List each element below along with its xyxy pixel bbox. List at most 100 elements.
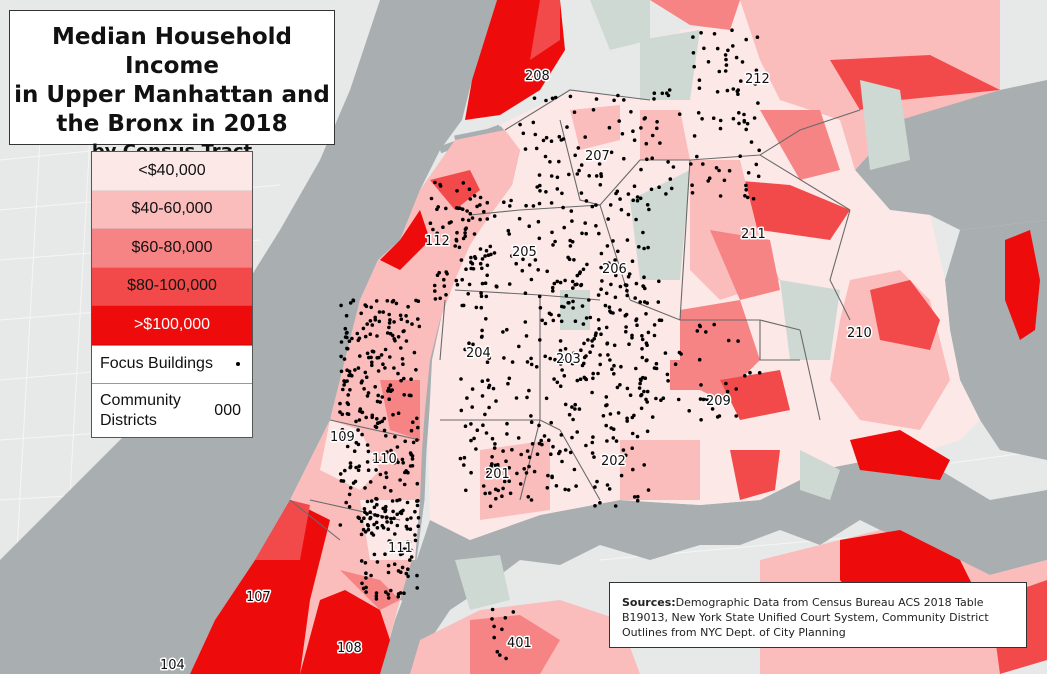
focus-building-dot [500,627,504,632]
focus-building-dot [635,195,640,199]
focus-building-dot [543,321,548,326]
focus-dot-icon [236,362,240,366]
district-labels: 208 212 207 112 205 206 211 210 204 203 … [159,68,874,674]
focus-building-dot [345,444,350,449]
focus-building-dot [461,181,466,185]
focus-building-dot [737,121,741,126]
focus-building-dot [358,409,362,413]
focus-building-dot [518,122,522,127]
focus-building-dot [690,183,694,187]
focus-building-dot [607,125,612,130]
focus-building-dot [639,167,643,172]
focus-building-dot [570,435,574,440]
focus-building-dot [630,333,634,338]
focus-building-dot [366,524,371,528]
focus-building-dot [455,189,459,193]
focus-building-dot [508,204,512,208]
focus-building-dot [740,60,745,64]
focus-building-dot [745,121,750,126]
focus-building-dot [372,459,377,464]
focus-building-dot [366,449,371,454]
focus-building-dot [557,134,562,139]
focus-building-dot [396,594,401,599]
focus-building-dot [355,331,360,336]
focus-building-dot [612,98,616,103]
focus-building-dot [522,467,526,471]
focus-building-dot [391,412,395,417]
focus-building-dot [699,418,703,422]
focus-building-dot [629,110,633,114]
focus-building-dot [341,479,346,483]
focus-building-dot [555,380,560,385]
focus-building-dot [385,520,389,524]
legend-cd-label: Community Districts [100,392,181,429]
focus-building-dot [493,487,498,492]
focus-building-dot [586,338,590,342]
district-label-205: 205 [512,245,537,260]
focus-building-dot [501,330,505,334]
focus-building-dot [744,127,748,132]
focus-building-dot [410,322,414,326]
focus-building-dot [386,527,391,531]
focus-building-dot [638,381,642,386]
focus-building-dot [731,116,736,121]
focus-building-dot [368,516,372,521]
focus-building-dot [415,416,419,421]
focus-building-dot [559,433,564,437]
focus-building-dot [724,381,728,386]
focus-building-dot [384,471,388,475]
focus-building-dot [405,517,410,522]
focus-building-dot [537,294,542,299]
focus-building-dot [364,590,368,594]
focus-building-dot [342,357,347,361]
focus-building-dot [368,480,373,484]
focus-building-dot [525,449,530,453]
focus-building-dot [724,63,729,67]
focus-building-dot [462,463,466,467]
focus-building-dot [345,412,350,416]
focus-building-dot [460,277,465,282]
focus-building-dot [668,177,673,181]
focus-building-dot [480,257,485,261]
focus-building-dot [717,168,721,173]
focus-building-dot [660,91,665,96]
focus-building-dot [748,370,752,375]
focus-building-dot [375,421,380,426]
focus-building-dot [364,415,369,420]
focus-building-dot [583,221,587,225]
focus-building-dot [635,434,640,439]
focus-buildings [338,28,762,661]
focus-building-dot [344,331,349,335]
focus-building-dot [578,270,582,274]
focus-building-dot [590,451,595,455]
focus-building-dot [502,479,507,484]
focus-building-dot [364,585,368,590]
focus-building-dot [385,299,390,303]
legend: <$40,000 $40-60,000 $60-80,000 $80-100,0… [91,151,253,438]
focus-building-dot [543,154,548,159]
focus-building-dot [363,530,368,534]
focus-building-dot [345,401,350,405]
focus-building-dot [544,135,549,140]
district-label-206: 206 [602,262,627,277]
focus-building-dot [480,394,485,398]
focus-building-dot [604,403,608,408]
focus-building-dot [348,301,353,305]
focus-building-dot [363,486,367,490]
focus-building-dot [510,360,515,364]
focus-building-dot [492,214,497,218]
focus-building-dot [558,339,563,343]
district-label-212: 212 [745,72,770,87]
focus-building-dot [562,225,566,230]
focus-building-dot [609,150,614,155]
focus-building-dot [597,162,602,166]
focus-building-dot [676,397,681,402]
focus-building-dot [505,421,509,426]
district-label-210: 210 [847,326,872,341]
focus-building-dot [677,350,682,355]
focus-building-dot [604,291,609,296]
focus-building-dot [348,461,353,465]
focus-building-dot [753,82,758,86]
focus-building-dot [432,283,437,288]
